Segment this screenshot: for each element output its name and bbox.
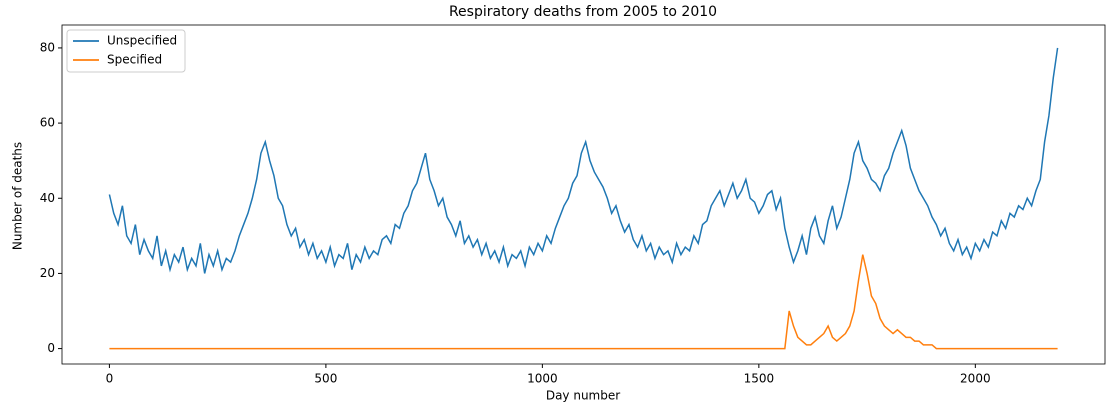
y-axis-label: Number of deaths	[11, 142, 25, 250]
x-tick-label: 1000	[527, 372, 558, 386]
legend-label: Specified	[107, 53, 162, 67]
chart-title: Respiratory deaths from 2005 to 2010	[449, 4, 717, 20]
data-line	[108, 47, 1059, 274]
x-tick-label: 500	[314, 372, 337, 386]
data-line	[109, 254, 1058, 350]
plot-frame	[61, 24, 1106, 365]
y-tick-label: 60	[40, 116, 55, 130]
x-tick-label: 1500	[744, 372, 775, 386]
legend-label: Unspecified	[107, 34, 177, 48]
x-tick-label: 2000	[960, 372, 991, 386]
y-tick-label: 0	[47, 341, 55, 355]
y-tick-label: 20	[40, 266, 55, 280]
x-axis-label: Day number	[546, 389, 620, 403]
y-tick-label: 40	[40, 191, 55, 205]
y-tick-label: 80	[40, 40, 55, 54]
x-tick-label: 0	[106, 372, 114, 386]
